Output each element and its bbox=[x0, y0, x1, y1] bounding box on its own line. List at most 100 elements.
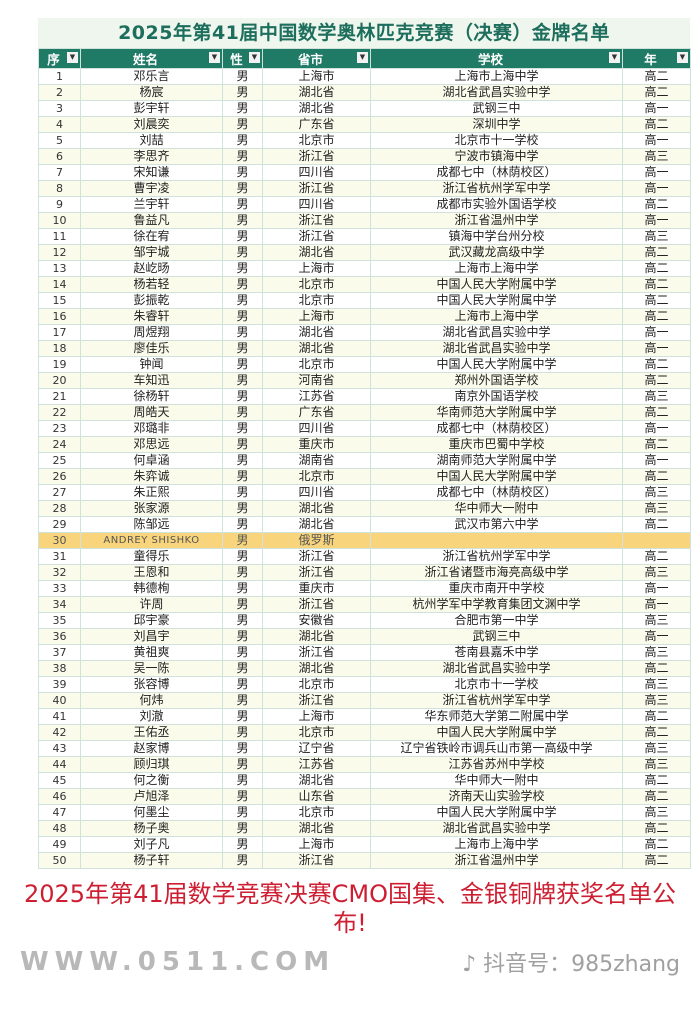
cell-province[interactable]: 四川省 bbox=[262, 196, 371, 213]
cell-name[interactable]: 李思齐 bbox=[80, 148, 223, 165]
cell-index[interactable]: 45 bbox=[38, 772, 81, 789]
table-row[interactable]: 41 刘澈男上海市 华东师范大学第二附属中学 高二 bbox=[38, 708, 691, 725]
cell-grade[interactable]: 高二 bbox=[622, 68, 691, 85]
cell-index[interactable]: 7 bbox=[38, 164, 81, 181]
cell-name[interactable]: 鲁益凡 bbox=[80, 212, 223, 229]
cell-province[interactable]: 重庆市 bbox=[262, 580, 371, 597]
cell-school[interactable]: 湖北省武昌实验中学 bbox=[370, 84, 623, 101]
cell-gender[interactable]: 男 bbox=[222, 436, 263, 453]
cell-name[interactable]: 刘昌宇 bbox=[80, 628, 223, 645]
cell-school[interactable]: 成都七中（林荫校区） bbox=[370, 164, 623, 181]
cell-name[interactable]: 邹宇城 bbox=[80, 244, 223, 261]
table-row[interactable]: 50 杨子轩男浙江省 浙江省温州中学 高二 bbox=[38, 852, 691, 869]
cell-grade[interactable]: 高二 bbox=[622, 372, 691, 389]
table-row[interactable]: 20 车知迅男河南省 郑州外国语学校 高二 bbox=[38, 372, 691, 389]
cell-province[interactable]: 四川省 bbox=[262, 420, 371, 437]
table-row[interactable]: 17 周煜翔男湖北省 湖北省武昌实验中学 高一 bbox=[38, 324, 691, 341]
cell-province[interactable]: 湖南省 bbox=[262, 452, 371, 469]
cell-province[interactable]: 浙江省 bbox=[262, 692, 371, 709]
cell-grade[interactable]: 高二 bbox=[622, 772, 691, 789]
cell-index[interactable]: 41 bbox=[38, 708, 81, 725]
cell-gender[interactable]: 男 bbox=[222, 340, 263, 357]
cell-index[interactable]: 11 bbox=[38, 228, 81, 245]
cell-province[interactable]: 广东省 bbox=[262, 116, 371, 133]
cell-index[interactable]: 26 bbox=[38, 468, 81, 485]
filter-dropdown-icon[interactable]: ▼ bbox=[209, 52, 220, 63]
cell-index[interactable]: 37 bbox=[38, 644, 81, 661]
cell-index[interactable]: 5 bbox=[38, 132, 81, 149]
table-row[interactable]: 40 何炜男浙江省 浙江省杭州学军中学 高三 bbox=[38, 692, 691, 709]
cell-name[interactable]: 周煜翔 bbox=[80, 324, 223, 341]
table-row[interactable]: 26 朱弈诚男北京市 中国人民大学附属中学 高二 bbox=[38, 468, 691, 485]
table-row[interactable]: 31 童得乐男浙江省 浙江省杭州学军中学 高二 bbox=[38, 548, 691, 565]
cell-grade[interactable]: 高三 bbox=[622, 500, 691, 517]
cell-school[interactable]: 湖北省武昌实验中学 bbox=[370, 820, 623, 837]
cell-grade[interactable] bbox=[622, 532, 691, 549]
cell-school[interactable]: 中国人民大学附属中学 bbox=[370, 356, 623, 373]
table-row[interactable]: 49 刘子凡男上海市 上海市上海中学 高二 bbox=[38, 836, 691, 853]
cell-gender[interactable]: 男 bbox=[222, 468, 263, 485]
table-row[interactable]: 21 徐杨轩男江苏省 南京外国语学校 高三 bbox=[38, 388, 691, 405]
cell-gender[interactable]: 男 bbox=[222, 628, 263, 645]
table-row[interactable]: 30 ANDREY SHISHKO 男俄罗斯 bbox=[38, 532, 691, 549]
cell-name[interactable]: 张容博 bbox=[80, 676, 223, 693]
cell-province[interactable]: 湖北省 bbox=[262, 500, 371, 517]
cell-index[interactable]: 8 bbox=[38, 180, 81, 197]
cell-gender[interactable]: 男 bbox=[222, 548, 263, 565]
cell-name[interactable]: 黄祖爽 bbox=[80, 644, 223, 661]
cell-index[interactable]: 29 bbox=[38, 516, 81, 533]
cell-province[interactable]: 北京市 bbox=[262, 804, 371, 821]
cell-name[interactable]: 吴一陈 bbox=[80, 660, 223, 677]
cell-index[interactable]: 30 bbox=[38, 532, 81, 549]
cell-grade[interactable]: 高一 bbox=[622, 340, 691, 357]
table-row[interactable]: 12 邹宇城男湖北省 武汉藏龙高级中学 高二 bbox=[38, 244, 691, 261]
cell-gender[interactable]: 男 bbox=[222, 260, 263, 277]
cell-province[interactable]: 北京市 bbox=[262, 468, 371, 485]
table-row[interactable]: 19 钟闻男北京市 中国人民大学附属中学 高二 bbox=[38, 356, 691, 373]
filter-dropdown-icon[interactable]: ▼ bbox=[677, 52, 688, 63]
cell-index[interactable]: 38 bbox=[38, 660, 81, 677]
column-header-gender[interactable]: 性 ▼ bbox=[222, 48, 263, 69]
cell-gender[interactable]: 男 bbox=[222, 580, 263, 597]
cell-name[interactable]: 邓璐非 bbox=[80, 420, 223, 437]
cell-gender[interactable]: 男 bbox=[222, 356, 263, 373]
cell-gender[interactable]: 男 bbox=[222, 708, 263, 725]
cell-school[interactable]: 合肥市第一中学 bbox=[370, 612, 623, 629]
cell-index[interactable]: 10 bbox=[38, 212, 81, 229]
cell-name[interactable]: 杨若轻 bbox=[80, 276, 223, 293]
table-row[interactable]: 27 朱正熙男四川省 成都七中（林荫校区） 高三 bbox=[38, 484, 691, 501]
cell-province[interactable]: 湖北省 bbox=[262, 244, 371, 261]
cell-school[interactable]: 深圳中学 bbox=[370, 116, 623, 133]
cell-grade[interactable]: 高二 bbox=[622, 276, 691, 293]
cell-grade[interactable]: 高二 bbox=[622, 260, 691, 277]
cell-gender[interactable]: 男 bbox=[222, 756, 263, 773]
cell-grade[interactable]: 高一 bbox=[622, 420, 691, 437]
cell-index[interactable]: 20 bbox=[38, 372, 81, 389]
cell-grade[interactable]: 高二 bbox=[622, 836, 691, 853]
cell-name[interactable]: 赵家博 bbox=[80, 740, 223, 757]
cell-grade[interactable]: 高三 bbox=[622, 148, 691, 165]
cell-grade[interactable]: 高二 bbox=[622, 660, 691, 677]
cell-name[interactable]: 赵屹旸 bbox=[80, 260, 223, 277]
cell-school[interactable]: 浙江省杭州学军中学 bbox=[370, 692, 623, 709]
table-row[interactable]: 24 邓思远男重庆市 重庆市巴蜀中学校 高二 bbox=[38, 436, 691, 453]
cell-province[interactable]: 安徽省 bbox=[262, 612, 371, 629]
cell-index[interactable]: 22 bbox=[38, 404, 81, 421]
cell-grade[interactable]: 高三 bbox=[622, 228, 691, 245]
cell-grade[interactable]: 高一 bbox=[622, 164, 691, 181]
table-row[interactable]: 2 杨宸男湖北省 湖北省武昌实验中学 高二 bbox=[38, 84, 691, 101]
table-row[interactable]: 25 何卓涵男湖南省 湖南师范大学附属中学 高一 bbox=[38, 452, 691, 469]
cell-gender[interactable]: 男 bbox=[222, 388, 263, 405]
cell-name[interactable]: 邱宇豪 bbox=[80, 612, 223, 629]
cell-gender[interactable]: 男 bbox=[222, 292, 263, 309]
table-row[interactable]: 15 彭振乾男北京市 中国人民大学附属中学 高二 bbox=[38, 292, 691, 309]
column-header-name[interactable]: 姓名 ▼ bbox=[80, 48, 223, 69]
cell-school[interactable]: 华东师范大学第二附属中学 bbox=[370, 708, 623, 725]
cell-school[interactable]: 杭州学军中学教育集团文渊中学 bbox=[370, 596, 623, 613]
cell-gender[interactable]: 男 bbox=[222, 724, 263, 741]
cell-province[interactable]: 上海市 bbox=[262, 836, 371, 853]
cell-school[interactable] bbox=[370, 532, 623, 549]
cell-gender[interactable]: 男 bbox=[222, 740, 263, 757]
cell-gender[interactable]: 男 bbox=[222, 692, 263, 709]
cell-index[interactable]: 1 bbox=[38, 68, 81, 85]
